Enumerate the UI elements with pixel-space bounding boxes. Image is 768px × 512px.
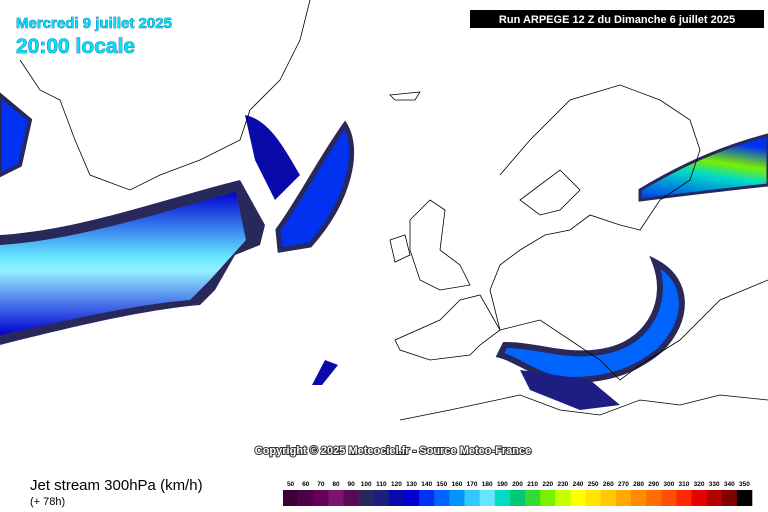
jet-core xyxy=(520,370,620,410)
jet-core xyxy=(275,120,354,253)
jet-core xyxy=(0,192,246,335)
colorbar-label: 230 xyxy=(557,481,568,488)
colorbar-swatch xyxy=(509,490,526,506)
colorbar-label: 130 xyxy=(406,481,417,488)
colorbar-label: 50 xyxy=(287,481,295,488)
colorbar-label: 80 xyxy=(332,481,340,488)
colorbar-swatch xyxy=(328,490,344,506)
colorbar-swatch xyxy=(373,490,390,506)
jet-core xyxy=(0,92,33,178)
colorbar-label: 110 xyxy=(376,481,387,488)
colorbar-swatch xyxy=(676,490,692,506)
coastline xyxy=(489,84,768,381)
colorbar-swatch xyxy=(464,490,480,506)
colorbar-label: 290 xyxy=(648,481,659,488)
coastline xyxy=(394,294,501,361)
coastline xyxy=(389,91,421,101)
colorbar-label: 120 xyxy=(391,481,402,488)
colorbar-label: 240 xyxy=(573,481,584,488)
colorbar-label: 330 xyxy=(709,481,720,488)
colorbar-label: 90 xyxy=(347,481,355,488)
colorbar-swatch xyxy=(721,490,738,506)
colorbar-label: 280 xyxy=(633,481,644,488)
colorbar-swatch xyxy=(585,490,602,506)
colorbar-swatch xyxy=(555,490,571,506)
coastline xyxy=(389,234,411,263)
colorbar-swatch xyxy=(343,490,359,506)
colorbar-swatch xyxy=(706,490,723,506)
colorbar: 50 60 70 80 90 100 110 120 130 140 150 160 170 180 190… xyxy=(283,481,753,506)
jet-core xyxy=(312,360,338,385)
colorbar-label: 310 xyxy=(678,481,689,488)
colorbar-swatch xyxy=(540,490,556,506)
colorbar-swatch xyxy=(615,490,632,506)
forecast-date: Mercredi 9 juillet 2025 xyxy=(16,15,172,32)
colorbar-label: 260 xyxy=(603,481,614,488)
lead-time: (+ 78h) xyxy=(30,496,65,508)
colorbar-swatch xyxy=(358,490,375,506)
colorbar-swatch xyxy=(525,490,541,506)
legend-title: Jet stream 300hPa (km/h) xyxy=(30,477,203,494)
colorbar-label: 70 xyxy=(317,481,325,488)
colorbar-swatch xyxy=(388,490,405,506)
colorbar-swatch xyxy=(691,490,707,506)
colorbar-swatch xyxy=(494,490,511,506)
colorbar-label: 320 xyxy=(694,481,705,488)
copyright: Copyright © 2025 Meteociel.fr - Source M… xyxy=(255,445,531,457)
colorbar-swatch xyxy=(570,490,586,506)
colorbar-label: 300 xyxy=(663,481,674,488)
colorbar-label: 190 xyxy=(497,481,508,488)
colorbar-label: 250 xyxy=(588,481,599,488)
colorbar-swatch xyxy=(404,490,420,506)
colorbar-label: 140 xyxy=(421,481,432,488)
colorbar-swatch xyxy=(600,490,617,506)
coastline xyxy=(409,199,471,291)
colorbar-label: 350 xyxy=(739,481,750,488)
colorbar-swatch xyxy=(736,490,753,506)
colorbar-swatch xyxy=(449,490,465,506)
colorbar-swatch xyxy=(661,490,677,506)
colorbar-swatch xyxy=(313,490,329,506)
coastline xyxy=(19,0,311,191)
colorbar-label: 270 xyxy=(618,481,629,488)
colorbar-swatch xyxy=(419,490,435,506)
colorbar-label: 220 xyxy=(542,481,553,488)
colorbar-label: 210 xyxy=(527,481,538,488)
jet-core xyxy=(495,255,685,384)
coastline xyxy=(519,169,581,216)
colorbar-swatch xyxy=(298,490,314,506)
colorbar-swatch xyxy=(630,490,647,506)
coastline xyxy=(399,394,768,421)
colorbar-label: 150 xyxy=(436,481,447,488)
colorbar-label: 60 xyxy=(302,481,310,488)
colorbar-label: 340 xyxy=(724,481,735,488)
colorbar-label: 200 xyxy=(512,481,523,488)
colorbar-swatch xyxy=(646,490,662,506)
colorbar-label: 170 xyxy=(467,481,478,488)
run-box xyxy=(470,10,764,28)
jet-core xyxy=(245,115,300,200)
colorbar-swatch xyxy=(434,490,450,506)
colorbar-label: 100 xyxy=(361,481,372,488)
map xyxy=(0,0,768,421)
colorbar-swatch xyxy=(479,490,496,506)
colorbar-label: 180 xyxy=(482,481,493,488)
colorbar-swatch xyxy=(283,490,299,506)
run-info: Run ARPEGE 12 Z du Dimanche 6 juillet 20… xyxy=(499,14,735,26)
jet-core xyxy=(638,133,768,202)
forecast-time: 20:00 locale xyxy=(16,35,135,58)
colorbar-label: 160 xyxy=(452,481,463,488)
